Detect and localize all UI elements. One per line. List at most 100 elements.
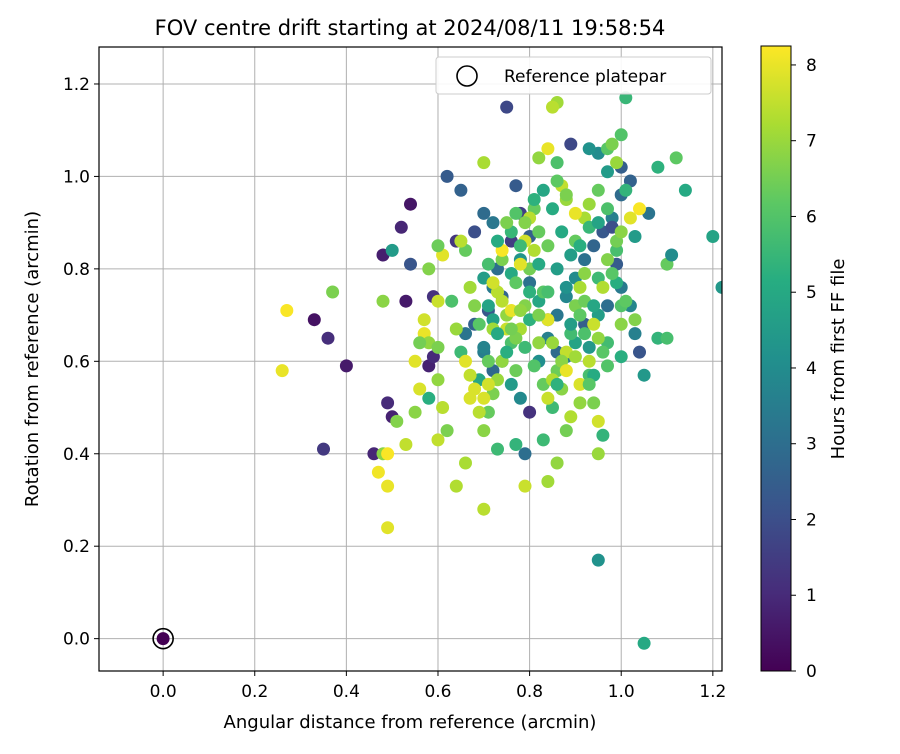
data-point xyxy=(623,211,637,225)
data-point xyxy=(614,350,628,364)
data-point xyxy=(591,414,605,428)
data-point xyxy=(459,354,472,368)
data-point xyxy=(431,433,445,447)
y-axis-label: Rotation from reference (arcmin) xyxy=(22,211,43,507)
data-point xyxy=(532,151,546,165)
data-point xyxy=(541,391,555,405)
y-ticks: 0.0 0.2 0.4 0.6 0.8 1.0 1.2 xyxy=(63,75,99,650)
data-point xyxy=(591,553,605,567)
data-point xyxy=(564,248,578,262)
data-point xyxy=(591,447,605,461)
data-point xyxy=(536,433,550,447)
data-point xyxy=(413,336,427,350)
data-point xyxy=(390,414,404,428)
data-point xyxy=(518,479,532,493)
data-point xyxy=(610,243,624,257)
data-point xyxy=(619,183,633,197)
data-point xyxy=(339,359,353,373)
data-point xyxy=(546,100,559,114)
y-tick-label: 0.0 xyxy=(63,630,90,650)
data-point xyxy=(394,220,408,234)
data-point xyxy=(275,364,289,378)
data-point xyxy=(509,364,523,378)
data-point xyxy=(367,447,381,461)
data-point xyxy=(532,257,546,271)
data-point xyxy=(596,428,610,442)
data-point xyxy=(614,128,628,142)
legend-label-reference: Reference platepar xyxy=(504,67,666,87)
data-point xyxy=(495,294,509,308)
data-point xyxy=(591,331,605,345)
data-point xyxy=(422,391,436,405)
data-point xyxy=(381,396,395,410)
data-point xyxy=(715,280,722,294)
data-point xyxy=(385,243,399,257)
colorbar-tick-label: 3 xyxy=(806,435,817,455)
data-point xyxy=(559,424,573,438)
data-point xyxy=(491,442,504,456)
data-point xyxy=(651,331,665,345)
data-point xyxy=(628,327,642,341)
data-point xyxy=(523,276,537,290)
colorbar-tick-label: 8 xyxy=(806,56,817,76)
data-point xyxy=(472,405,486,419)
data-point xyxy=(491,327,504,341)
chart-title: FOV centre drift starting at 2024/08/11 … xyxy=(155,16,666,40)
data-point xyxy=(582,377,596,391)
data-point xyxy=(527,243,541,257)
data-point xyxy=(568,350,582,364)
data-point xyxy=(532,336,546,350)
data-point xyxy=(541,285,555,299)
data-point xyxy=(523,285,537,299)
colorbar-ticks: 0 1 2 3 4 5 6 7 8 xyxy=(791,56,817,682)
x-ticks: 0.0 0.2 0.4 0.6 0.8 1.0 1.2 xyxy=(150,671,726,702)
colorbar-tick-label: 5 xyxy=(806,283,817,303)
data-point xyxy=(317,442,330,456)
colorbar-tick-label: 1 xyxy=(806,586,817,606)
data-point xyxy=(454,183,468,197)
data-point xyxy=(628,230,642,243)
data-point xyxy=(381,479,395,493)
data-point xyxy=(591,183,605,197)
data-point xyxy=(651,160,665,174)
y-tick-label: 0.6 xyxy=(63,352,90,372)
data-point xyxy=(481,354,495,368)
data-point xyxy=(431,340,445,354)
data-point xyxy=(587,396,601,410)
data-point xyxy=(628,313,642,327)
data-point xyxy=(578,327,592,341)
data-point xyxy=(381,447,395,461)
data-points xyxy=(152,91,722,650)
data-point xyxy=(486,216,500,230)
data-point xyxy=(504,377,518,391)
legend-reference-marker-icon xyxy=(456,65,478,87)
data-point xyxy=(564,317,578,331)
reference-platepar-marker xyxy=(152,627,174,650)
data-point xyxy=(536,183,550,197)
data-point xyxy=(504,322,518,336)
colorbar-tick-label: 0 xyxy=(806,662,817,682)
data-point xyxy=(513,391,527,405)
data-point xyxy=(509,179,523,193)
data-point xyxy=(321,331,335,345)
data-point xyxy=(477,156,491,170)
data-point xyxy=(582,197,596,211)
data-point xyxy=(326,285,340,299)
data-point xyxy=(518,340,532,354)
y-tick-label: 1.0 xyxy=(63,167,90,187)
data-point xyxy=(596,345,610,359)
data-point xyxy=(573,308,587,322)
data-point xyxy=(472,317,486,331)
data-point xyxy=(596,280,610,294)
data-point xyxy=(408,354,422,368)
data-point xyxy=(660,331,674,345)
data-point xyxy=(706,230,720,243)
data-point xyxy=(532,225,546,239)
data-point xyxy=(523,405,537,419)
data-point xyxy=(431,294,445,308)
data-point xyxy=(481,299,495,313)
data-point xyxy=(591,216,605,230)
data-point xyxy=(500,345,514,359)
data-point xyxy=(550,262,564,276)
